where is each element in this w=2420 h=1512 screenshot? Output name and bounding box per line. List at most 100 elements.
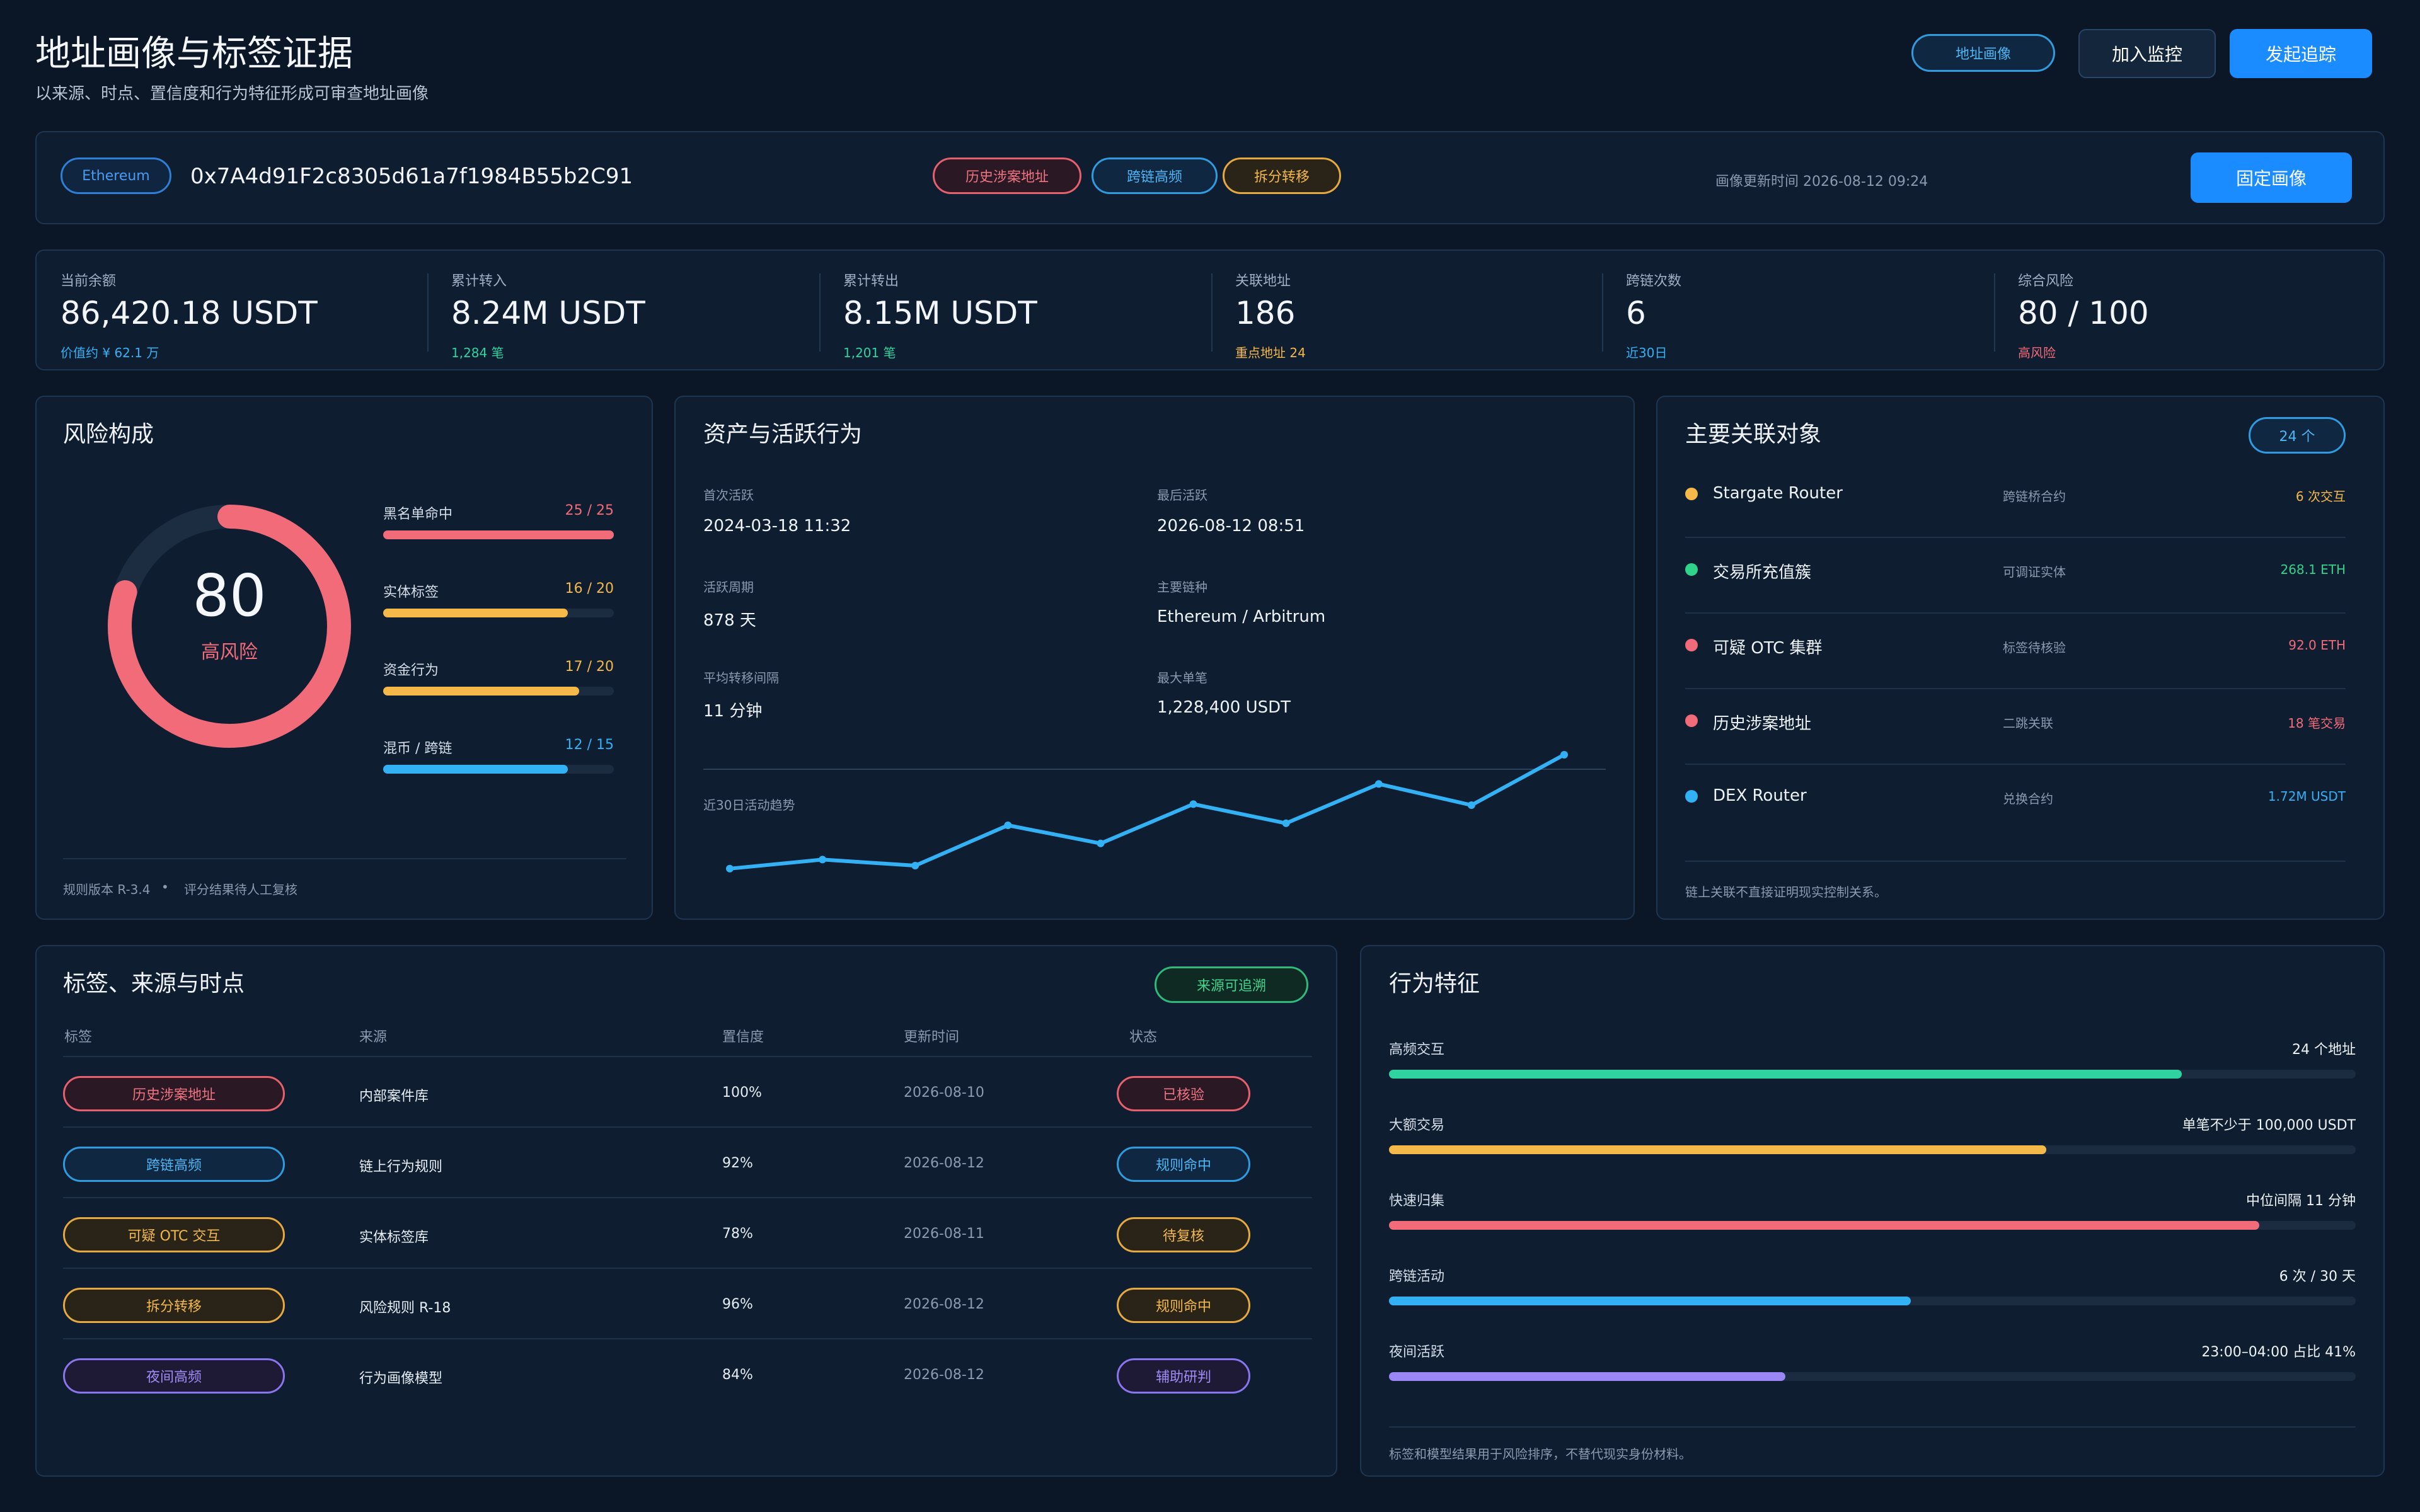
related-name: 可疑 OTC 集群 [1713,639,1823,658]
stat-sub: 近30日 [1626,345,1668,360]
stat-item: 综合风险 80 / 100 高风险 [2018,251,2371,372]
risk-panel: 风险构成 80 高风险 黑名单命中 25 / 25 实体标签 16 / 20 资… [35,396,653,920]
field-label: 最大单笔 [1157,670,1207,685]
behavior-label: 夜间活跃 [1389,1344,1445,1360]
related-row[interactable]: DEX Router 兑换合约 1.72M USDT [1685,765,2346,840]
stat-sub: 1,201 笔 [843,345,896,360]
behavior-label: 快速归集 [1389,1193,1445,1209]
behavior-bar-fill [1389,1297,1911,1305]
status-pill[interactable]: 待复核 [1117,1217,1250,1252]
trend-point [1467,801,1475,809]
divider [819,273,821,352]
related-name: DEX Router [1713,786,1807,805]
tag-pill[interactable]: 夜间高频 [63,1358,285,1394]
tag-pill[interactable]: 历史涉案地址 [63,1076,285,1111]
related-type: 二跳关联 [2003,716,2053,731]
tag-pill[interactable]: 跨链高频 [1092,158,1218,194]
tag-source: 内部案件库 [359,1089,429,1104]
trend-point [1282,819,1290,827]
risk-item: 混币 / 跨链 12 / 15 [383,737,614,775]
tag-pill[interactable]: 拆分转移 [1223,158,1341,194]
table-row[interactable]: 夜间高频 行为画像模型 84% 2026-08-12 辅助研判 [63,1339,1312,1410]
tag-date: 2026-08-10 [904,1085,984,1101]
activity-title: 资产与活跃行为 [703,421,863,447]
status-dot [1685,639,1698,651]
tag-pill[interactable]: 跨链高频 [63,1147,285,1182]
related-title: 主要关联对象 [1685,421,1822,447]
column-header: 状态 [1129,1029,1158,1045]
start-trace-button[interactable]: 发起追踪 [2230,29,2372,78]
risk-item: 资金行为 17 / 20 [383,659,614,697]
behavior-value: 6 次 / 30 天 [2279,1269,2356,1285]
stat-value: 186 [1235,295,1296,331]
table-row[interactable]: 跨链高频 链上行为规则 92% 2026-08-12 规则命中 [63,1128,1312,1198]
trend-point [1004,822,1012,829]
trend-point [1374,780,1383,788]
stat-item: 当前余额 86,420.18 USDT 价值约 ¥ 62.1 万 [60,251,413,372]
trend-point [911,862,919,869]
related-count-badge[interactable]: 24 个 [2249,417,2346,454]
stat-value: 80 / 100 [2018,295,2149,331]
stat-label: 当前余额 [60,273,117,289]
related-type: 标签待核验 [2003,640,2066,655]
status-pill[interactable]: 辅助研判 [1117,1358,1250,1394]
trend-point [1560,751,1568,759]
status-pill[interactable]: 已核验 [1117,1076,1250,1111]
tag-pill[interactable]: 拆分转移 [63,1288,285,1323]
stat-item: 跨链次数 6 近30日 [1626,251,1979,372]
column-header: 更新时间 [904,1029,960,1045]
tag-confidence: 96% [722,1297,753,1312]
table-row[interactable]: 历史涉案地址 内部案件库 100% 2026-08-10 已核验 [63,1057,1312,1128]
tag-source: 风险规则 R-18 [359,1300,451,1316]
risk-item-value: 16 / 20 [565,581,614,597]
status-pill[interactable]: 规则命中 [1117,1147,1250,1182]
stat-value: 6 [1626,295,1646,331]
field-label: 最后活跃 [1157,488,1207,503]
trend-point [1097,839,1105,847]
divider [1685,537,2346,538]
divider [427,273,429,352]
divider [63,858,626,859]
risk-item-label: 黑名单命中 [383,507,453,522]
related-value: 92.0 ETH [2288,638,2346,653]
table-row[interactable]: 拆分转移 风险规则 R-18 96% 2026-08-12 规则命中 [63,1269,1312,1339]
tag-pill[interactable]: 可疑 OTC 交互 [63,1217,285,1252]
related-row[interactable]: 可疑 OTC 集群 标签待核验 92.0 ETH [1685,614,2346,689]
behavior-label: 大额交易 [1389,1118,1445,1133]
address-bar: Ethereum 0x7A4d91F2c8305d61a7f1984B55b2C… [35,131,2385,224]
stats-panel: 当前余额 86,420.18 USDT 价值约 ¥ 62.1 万 累计转入 8.… [35,249,2385,370]
tag-date: 2026-08-12 [904,1155,984,1171]
address-value[interactable]: 0x7A4d91F2c8305d61a7f1984B55b2C91 [190,164,633,189]
trend-line [729,753,1565,871]
divider [1685,612,2346,614]
related-value: 268.1 ETH [2280,562,2346,577]
risk-item-bar-fill [383,765,568,774]
tag-pill[interactable]: 历史涉案地址 [933,158,1081,194]
status-pill[interactable]: 规则命中 [1117,1288,1250,1323]
risk-item-value: 17 / 20 [565,659,614,675]
table-row[interactable]: 可疑 OTC 交互 实体标签库 78% 2026-08-11 待复核 [63,1198,1312,1269]
activity-trend-chart [726,751,1568,873]
tag-confidence: 92% [722,1155,753,1171]
related-row[interactable]: 交易所充值簇 可调证实体 268.1 ETH [1685,538,2346,614]
risk-item-value: 12 / 15 [565,737,614,753]
tag-source: 链上行为规则 [359,1159,443,1175]
divider [1211,273,1213,352]
field-label: 平均转移间隔 [703,670,779,685]
risk-item-bar-fill [383,609,568,617]
stat-item: 关联地址 186 重点地址 24 [1235,251,1588,372]
behavior-bar [1389,1221,2356,1230]
add-monitor-button[interactable]: 加入监控 [2078,29,2216,78]
field-value: 2024-03-18 11:32 [703,517,851,536]
behavior-bar [1389,1145,2356,1154]
behavior-bar-fill [1389,1221,2259,1230]
behavior-value: 中位间隔 11 分钟 [2246,1193,2356,1209]
related-value: 18 笔交易 [2288,716,2346,731]
status-dot [1685,714,1698,727]
related-row[interactable]: 历史涉案地址 二跳关联 18 笔交易 [1685,689,2346,765]
pin-profile-button[interactable]: 固定画像 [2191,152,2352,203]
related-row[interactable]: Stargate Router 跨链桥合约 6 次交互 [1685,462,2346,538]
profile-badge[interactable]: 地址画像 [1911,34,2055,72]
page-subtitle: 以来源、时点、置信度和行为特征形成可审查地址画像 [35,84,429,103]
divider [63,1338,1312,1339]
